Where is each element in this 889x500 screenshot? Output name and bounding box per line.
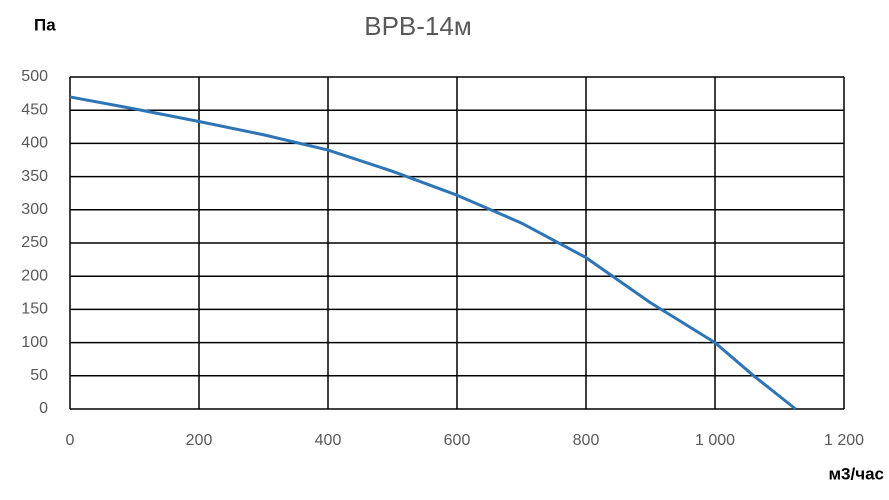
y-tick-label: 500 <box>21 68 48 85</box>
x-tick-label: 1 000 <box>695 432 735 449</box>
x-tick-label: 1 200 <box>824 432 864 449</box>
y-tick-label: 0 <box>39 400 48 417</box>
y-tick-label: 250 <box>21 234 48 251</box>
x-axis-label: м3/час <box>828 464 884 483</box>
x-tick-label: 200 <box>186 432 213 449</box>
y-tick-label: 300 <box>21 201 48 218</box>
y-tick-label: 450 <box>21 101 48 118</box>
x-tick-label: 0 <box>66 432 75 449</box>
x-tick-label: 800 <box>573 432 600 449</box>
y-tick-label: 400 <box>21 135 48 152</box>
chart-title: ВРВ-14м <box>364 11 471 41</box>
y-axis-label: Па <box>34 15 56 34</box>
y-tick-label: 200 <box>21 267 48 284</box>
y-tick-label: 350 <box>21 168 48 185</box>
y-tick-label: 100 <box>21 334 48 351</box>
y-tick-label: 50 <box>30 367 48 384</box>
x-tick-label: 600 <box>444 432 471 449</box>
y-tick-label: 150 <box>21 301 48 318</box>
x-tick-label: 400 <box>315 432 342 449</box>
data-line <box>69 95 797 411</box>
